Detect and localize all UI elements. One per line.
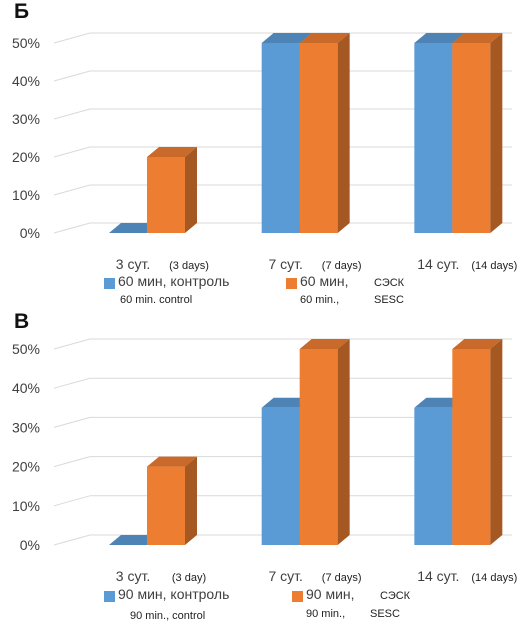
y-tick-label: 20% bbox=[12, 459, 40, 475]
y-tick-label: 30% bbox=[12, 419, 40, 435]
x-tick-label: 7 сут. bbox=[268, 568, 302, 584]
bar-1 bbox=[147, 157, 185, 233]
bar-side-1 bbox=[185, 456, 197, 545]
y-tick-label: 50% bbox=[12, 341, 40, 357]
legend-label-sesc-ru: СЭСК bbox=[374, 277, 405, 289]
gridline-slant bbox=[53, 108, 91, 120]
bar-top-1 bbox=[452, 33, 503, 43]
chart-panel-v: В 0% 10% 20% 30% 40% 50% 3 сут. (3 day) 7 сут. (7… bbox=[0, 310, 519, 628]
bar-0 bbox=[261, 43, 300, 233]
panel-label: В bbox=[14, 310, 30, 333]
y-tick-label: 0% bbox=[20, 537, 40, 553]
bar-chart-v: 0% 10% 20% 30% 40% 50% 3 сут. (3 day) 7 сут. (7 d… bbox=[12, 338, 517, 584]
gridline-slant bbox=[53, 456, 91, 468]
bar-1 bbox=[452, 349, 491, 545]
y-tick-label: 20% bbox=[12, 149, 40, 165]
x-tick-note: (7 days) bbox=[322, 260, 362, 272]
x-tick-note: (3 day) bbox=[172, 572, 206, 584]
legend-swatch-blue bbox=[104, 591, 115, 602]
bar-side-1 bbox=[490, 339, 503, 545]
bar-top-0 bbox=[109, 223, 159, 233]
gridline-slant bbox=[53, 222, 91, 234]
legend-label-control: 60 мин, контроль bbox=[118, 273, 230, 289]
bar-1 bbox=[147, 466, 185, 545]
legend-label-control-en: 90 min., control bbox=[130, 610, 206, 622]
gridline-slant bbox=[53, 70, 91, 82]
bar-0 bbox=[414, 43, 453, 233]
gridline-slant bbox=[53, 495, 91, 507]
bar-top-1 bbox=[299, 33, 350, 43]
bar-side-1 bbox=[490, 33, 503, 233]
legend-label-sesc-en: 90 min., bbox=[306, 608, 346, 620]
bar-side-1 bbox=[185, 147, 197, 233]
bar-side-1 bbox=[337, 33, 350, 233]
x-tick-label: 7 сут. bbox=[268, 256, 302, 272]
bar-top-1 bbox=[147, 456, 197, 467]
gridline-slant bbox=[53, 416, 91, 428]
x-tick-note: (7 days) bbox=[322, 572, 362, 584]
gridline-slant bbox=[53, 534, 91, 546]
bar-top-0 bbox=[261, 33, 312, 43]
chart-panel-b: Б 0% 10% 20% 30% 40% 50% 3 сут. (3 days) 7 сут. (… bbox=[12, 0, 517, 306]
legend-label-sesc-en-extra: SESC bbox=[370, 608, 400, 620]
y-tick-label: 40% bbox=[12, 380, 40, 396]
legend-label-sesc: 90 мин, bbox=[306, 586, 355, 602]
x-tick-label: 3 сут. bbox=[116, 256, 150, 272]
gridline-slant bbox=[53, 338, 91, 350]
gridline-slant bbox=[53, 377, 91, 389]
panel-label: Б bbox=[14, 0, 30, 23]
bar-top-1 bbox=[452, 339, 503, 349]
x-tick-note: (14 days) bbox=[471, 260, 517, 272]
bar-1 bbox=[452, 43, 491, 233]
legend-label-sesc-ru: СЭСК bbox=[380, 590, 411, 602]
bar-top-0 bbox=[414, 33, 465, 43]
x-tick-label: 14 сут. bbox=[417, 568, 459, 584]
bar-top-0 bbox=[109, 535, 159, 545]
legend-label-sesc-en-extra: SESC bbox=[374, 294, 404, 306]
bar-side-1 bbox=[337, 339, 350, 545]
bar-top-1 bbox=[299, 339, 350, 349]
gridline-slant bbox=[53, 146, 91, 158]
x-tick-note: (14 days) bbox=[471, 572, 517, 584]
bar-1 bbox=[299, 43, 338, 233]
legend-label-sesc-en: 60 min., bbox=[300, 294, 340, 306]
bar-0 bbox=[414, 407, 453, 545]
y-tick-label: 40% bbox=[12, 73, 40, 89]
legend-label-control-en: 60 min. control bbox=[120, 294, 193, 306]
bar-1 bbox=[299, 349, 338, 545]
x-tick-note: (3 days) bbox=[169, 260, 209, 272]
legend-swatch-orange bbox=[292, 591, 303, 602]
x-tick-label: 3 сут. bbox=[116, 568, 150, 584]
legend-label-sesc: 60 мин, bbox=[300, 273, 349, 289]
y-tick-label: 10% bbox=[12, 187, 40, 203]
y-tick-label: 50% bbox=[12, 35, 40, 51]
bar-chart-b: 0% 10% 20% 30% 40% 50% 3 сут. (3 days) 7 сут. (7 … bbox=[12, 32, 517, 272]
legend-swatch-blue bbox=[104, 278, 115, 289]
y-tick-label: 30% bbox=[12, 111, 40, 127]
gridline-slant bbox=[53, 184, 91, 196]
legend-swatch-orange bbox=[286, 278, 297, 289]
legend-label-control: 90 мин, контроль bbox=[118, 586, 230, 602]
bar-top-1 bbox=[147, 147, 197, 157]
bar-top-0 bbox=[414, 397, 465, 408]
bar-top-0 bbox=[261, 397, 312, 408]
gridline-slant bbox=[53, 32, 91, 44]
x-tick-label: 14 сут. bbox=[417, 256, 459, 272]
y-tick-label: 0% bbox=[20, 225, 40, 241]
y-tick-label: 10% bbox=[12, 498, 40, 514]
bar-0 bbox=[261, 407, 300, 545]
